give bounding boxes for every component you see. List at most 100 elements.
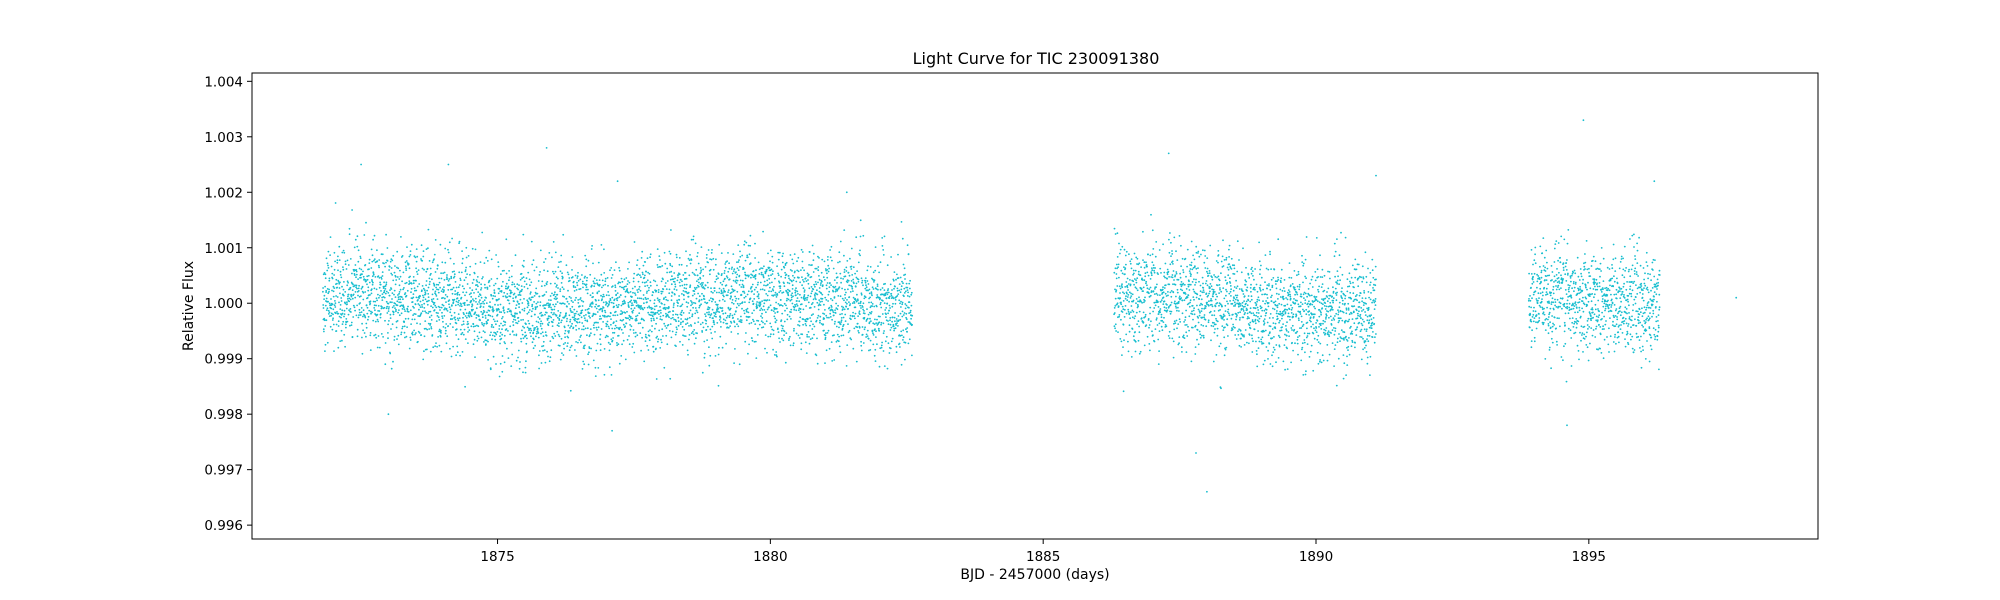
data-point <box>873 279 876 282</box>
data-point <box>472 343 475 346</box>
data-point <box>840 277 842 280</box>
data-point <box>751 283 754 286</box>
data-point <box>803 299 806 302</box>
data-point <box>526 350 528 353</box>
data-point <box>769 335 772 338</box>
data-point <box>1118 276 1120 279</box>
data-point <box>612 331 614 334</box>
data-point <box>793 306 796 309</box>
data-point <box>1124 254 1127 257</box>
data-point <box>1184 319 1186 321</box>
data-point <box>771 328 774 331</box>
data-point <box>464 338 467 340</box>
data-point <box>416 255 419 258</box>
data-point <box>783 330 786 333</box>
data-point <box>705 322 707 325</box>
data-point <box>671 316 674 319</box>
data-point <box>579 278 582 281</box>
data-point <box>512 297 514 300</box>
data-point <box>333 350 335 352</box>
data-point <box>1239 329 1242 332</box>
data-point <box>811 302 814 304</box>
data-point <box>536 292 539 295</box>
data-point <box>737 244 740 247</box>
data-point <box>577 271 579 274</box>
data-point <box>1117 266 1119 268</box>
data-point <box>564 336 566 339</box>
data-point <box>796 304 799 307</box>
data-point <box>712 291 714 294</box>
data-point <box>573 290 576 292</box>
data-point <box>670 295 673 297</box>
data-point <box>735 306 738 309</box>
data-point <box>791 288 794 290</box>
data-point <box>416 285 419 288</box>
data-point <box>777 331 780 333</box>
data-point <box>483 299 486 302</box>
data-point <box>745 241 748 244</box>
data-point <box>535 287 538 290</box>
data-point <box>571 322 573 325</box>
data-point <box>1149 278 1152 280</box>
data-point <box>817 266 820 268</box>
data-point <box>776 310 779 313</box>
data-point <box>659 309 662 312</box>
data-point <box>704 266 707 268</box>
data-point <box>607 315 610 317</box>
data-point <box>697 317 700 319</box>
data-point <box>765 293 768 295</box>
data-point <box>1125 281 1128 283</box>
data-point <box>1138 300 1141 303</box>
data-point <box>595 349 598 352</box>
data-point <box>744 340 747 343</box>
data-point <box>326 307 329 310</box>
data-point <box>381 296 383 299</box>
data-point <box>341 312 344 315</box>
data-point <box>701 331 704 333</box>
data-point <box>734 280 737 283</box>
data-point <box>467 323 470 325</box>
data-point <box>717 277 719 280</box>
data-point <box>718 243 721 246</box>
data-point <box>439 286 441 289</box>
data-point <box>753 340 756 343</box>
data-point <box>856 322 859 325</box>
data-point <box>404 282 407 285</box>
data-point <box>1152 248 1155 250</box>
data-point <box>1147 253 1149 256</box>
data-point <box>606 320 609 323</box>
data-point <box>627 317 629 320</box>
data-point <box>764 347 766 350</box>
data-point <box>1210 298 1212 300</box>
data-point <box>499 331 502 334</box>
data-point <box>1131 293 1134 296</box>
data-point <box>707 286 709 289</box>
data-point <box>733 362 735 364</box>
data-point <box>669 262 671 265</box>
data-point <box>835 272 838 275</box>
data-point <box>1184 291 1186 294</box>
data-point <box>589 294 592 297</box>
data-point <box>535 332 538 335</box>
data-point <box>751 339 754 342</box>
data-point <box>536 325 538 328</box>
data-point <box>752 302 755 305</box>
data-point <box>1202 289 1205 291</box>
data-point <box>372 319 375 322</box>
data-point <box>735 297 738 300</box>
data-point <box>693 301 695 304</box>
data-point <box>737 332 739 335</box>
data-point <box>802 318 805 321</box>
data-point <box>386 312 389 314</box>
data-point <box>583 317 586 319</box>
data-point <box>833 296 836 298</box>
data-point <box>636 264 638 266</box>
data-point <box>759 288 762 291</box>
data-point <box>1216 302 1219 304</box>
data-point <box>615 320 618 322</box>
data-point <box>336 311 338 313</box>
data-point <box>679 278 682 281</box>
data-point <box>500 285 503 288</box>
data-point <box>743 240 746 243</box>
data-point <box>378 259 381 261</box>
